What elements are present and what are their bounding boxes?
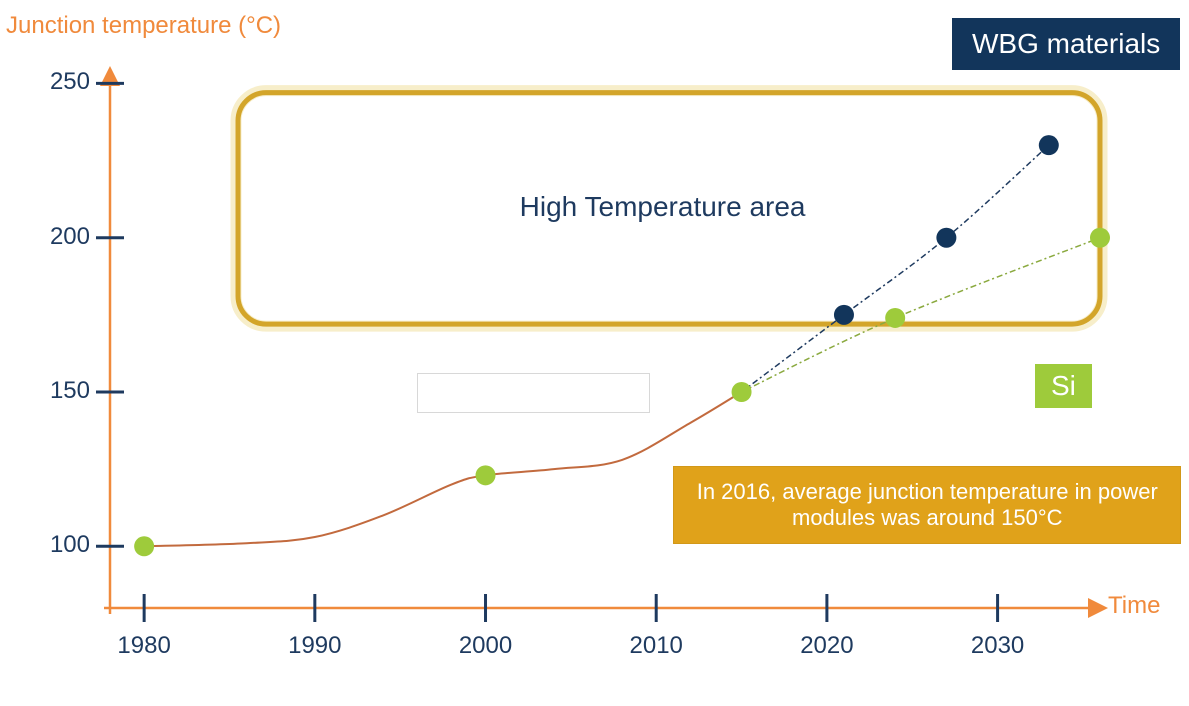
wbg-marker bbox=[834, 305, 854, 325]
y-axis-title: Junction temperature (°C) bbox=[6, 12, 281, 40]
y-tick-label: 200 bbox=[40, 223, 90, 251]
y-tick-label: 250 bbox=[40, 68, 90, 96]
wbg-marker bbox=[1039, 135, 1059, 155]
y-tick-label: 150 bbox=[40, 377, 90, 405]
x-tick-label: 2030 bbox=[958, 632, 1038, 660]
x-tick-label: 2000 bbox=[446, 632, 526, 660]
si-marker bbox=[134, 536, 154, 556]
si-marker bbox=[476, 465, 496, 485]
si-marker bbox=[732, 382, 752, 402]
x-axis-title: Time bbox=[1108, 592, 1160, 620]
chart-svg bbox=[0, 0, 1189, 706]
y-tick-label: 100 bbox=[40, 531, 90, 559]
x-tick-label: 1980 bbox=[104, 632, 184, 660]
wbg-marker bbox=[936, 228, 956, 248]
wbg-legend: WBG materials bbox=[952, 18, 1180, 70]
si-legend: Si bbox=[1035, 364, 1092, 408]
empty-box bbox=[417, 373, 649, 412]
x-tick-label: 1990 bbox=[275, 632, 355, 660]
wbg-line bbox=[742, 145, 1049, 392]
x-tick-label: 2020 bbox=[787, 632, 867, 660]
si-marker bbox=[1090, 228, 1110, 248]
si-marker bbox=[885, 308, 905, 328]
x-tick-label: 2010 bbox=[616, 632, 696, 660]
main-line bbox=[144, 392, 741, 546]
ht-zone-label: High Temperature area bbox=[520, 191, 806, 223]
note-box: In 2016, average junction temperature in… bbox=[673, 466, 1181, 544]
